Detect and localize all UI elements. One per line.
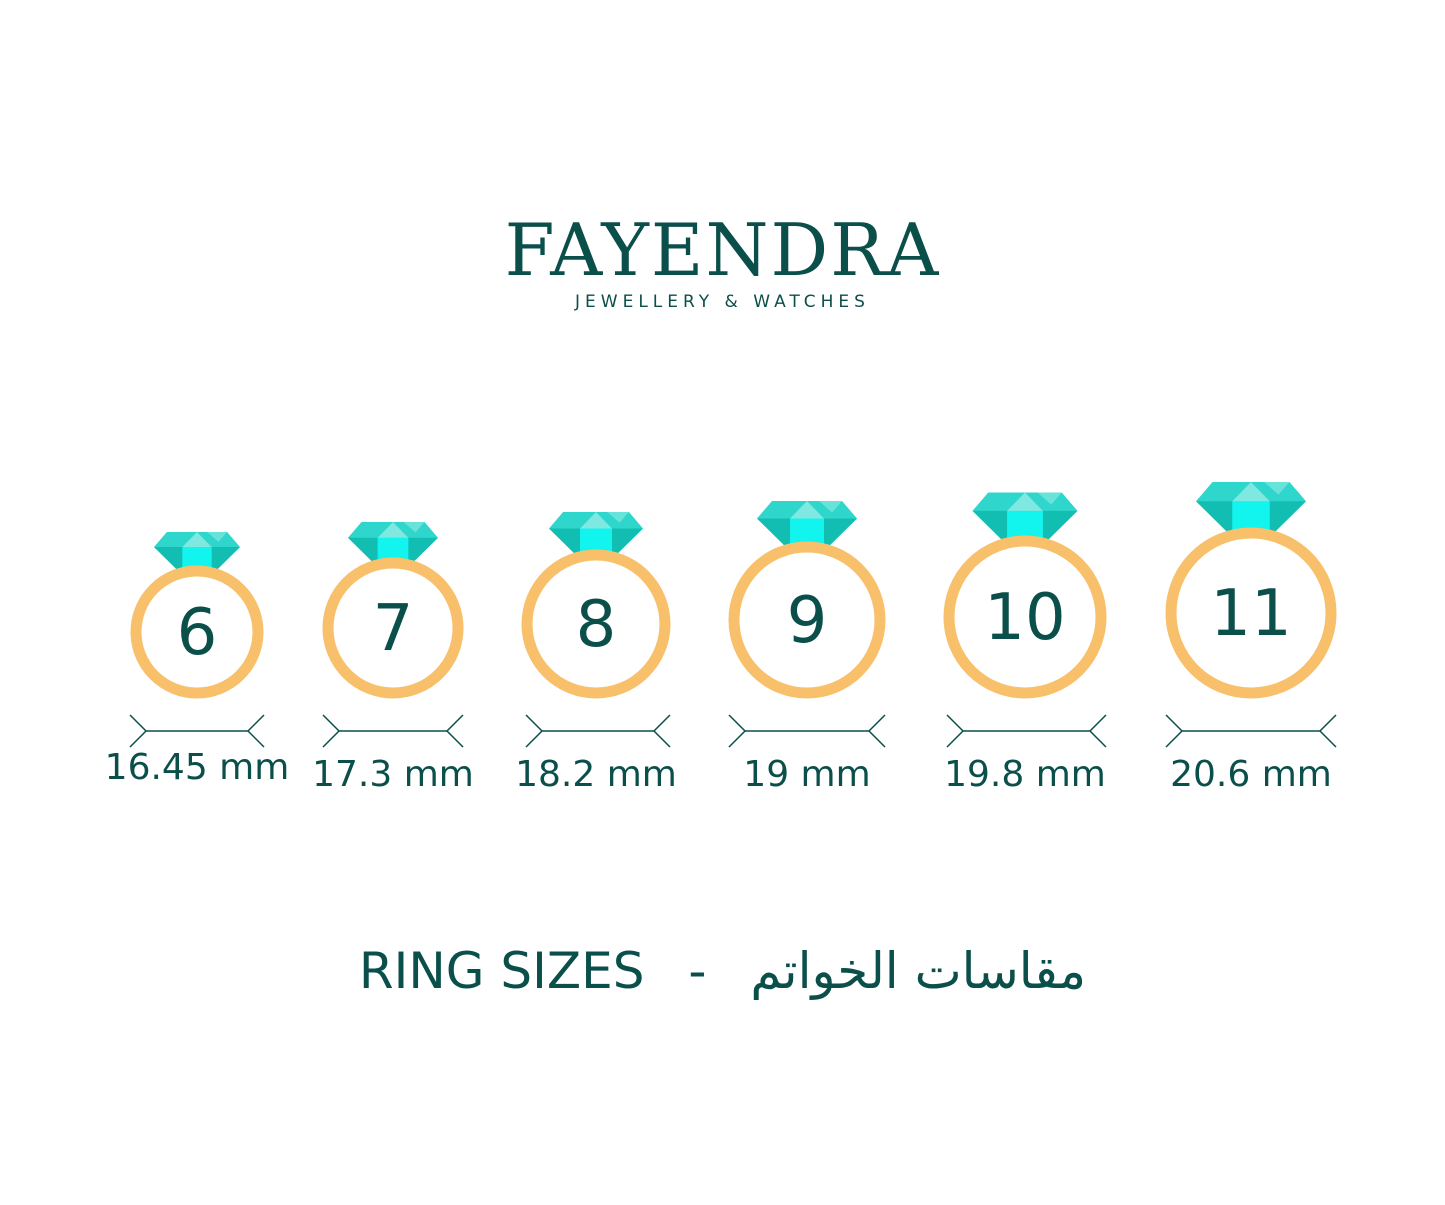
diameter-label: 16.45 mm xyxy=(104,747,290,788)
ring-band xyxy=(943,535,1107,699)
diameter-measure-line xyxy=(322,714,464,748)
gem-facet xyxy=(611,528,643,559)
gem-facet xyxy=(819,501,842,513)
diameter-label: 17.3 mm xyxy=(312,754,474,795)
gem-facet xyxy=(824,518,857,551)
measure-arrow-right xyxy=(867,714,886,748)
gem-facet xyxy=(580,512,612,529)
ring-band xyxy=(728,541,886,699)
gem-facet xyxy=(154,547,183,575)
title-separator: - xyxy=(688,942,707,1000)
gem-facet xyxy=(182,532,212,548)
ring-size-9: 9 xyxy=(728,501,886,748)
gem-facet xyxy=(1037,492,1062,505)
measure-arrow-left xyxy=(946,714,965,748)
gem-facet xyxy=(607,512,629,523)
diamond-icon xyxy=(154,532,240,575)
ring-size-number: 6 xyxy=(177,596,218,670)
title-arabic: مقاسات الخواتم xyxy=(750,942,1087,1000)
ring-size-number: 8 xyxy=(576,588,617,662)
diameter-measure-line xyxy=(946,714,1107,748)
gem-facet xyxy=(207,532,228,542)
gem-facet xyxy=(757,518,790,551)
diameter-measure-line xyxy=(728,714,886,748)
measure-arrow-right xyxy=(652,714,671,748)
chart-title: RING SIZES - مقاسات الخواتم xyxy=(0,942,1445,1000)
gem-facet xyxy=(1269,501,1306,537)
ring-size-7: 7 xyxy=(322,522,464,748)
title-english: RING SIZES xyxy=(358,942,645,1000)
diameter-measure-line xyxy=(525,714,671,748)
measure-arrow-left xyxy=(129,714,148,748)
gem-facet xyxy=(972,510,1008,545)
gem-facet xyxy=(211,547,240,575)
ring-size-number: 10 xyxy=(984,581,1065,655)
gem-facet xyxy=(1196,501,1233,537)
gem-facet xyxy=(1007,492,1043,511)
measure-arrow-left xyxy=(1165,714,1184,748)
diameter-measure-line xyxy=(129,714,265,748)
ring-size-10: 10 xyxy=(943,492,1107,748)
gem-facet xyxy=(1042,510,1078,545)
measure-arrow-right xyxy=(246,714,265,748)
ring-size-number: 9 xyxy=(787,584,828,658)
gem-facet xyxy=(403,522,425,533)
gem-facet xyxy=(549,528,581,559)
brand-tagline: JEWELLERY & WATCHES xyxy=(575,292,870,312)
diameter-measure-line xyxy=(1165,714,1337,748)
brand-logo-name: FAYENDRA xyxy=(504,208,941,292)
measure-arrow-right xyxy=(1318,714,1337,748)
diameter-label: 18.2 mm xyxy=(515,754,677,795)
measure-arrow-left xyxy=(322,714,341,748)
gem-facet xyxy=(348,537,378,567)
measure-arrow-right xyxy=(445,714,464,748)
gem-facet xyxy=(408,537,438,567)
diamond-icon xyxy=(972,492,1078,545)
ring-size-8: 8 xyxy=(521,512,671,748)
measure-arrow-right xyxy=(1088,714,1107,748)
ring-size-11: 11 xyxy=(1165,482,1337,748)
gem-facet xyxy=(377,522,409,538)
gem-facet xyxy=(790,501,824,519)
ring-band xyxy=(1165,527,1337,699)
diamond-icon xyxy=(348,522,438,567)
ring-band xyxy=(130,565,264,699)
diameter-label: 20.6 mm xyxy=(1170,754,1332,795)
ring-size-number: 11 xyxy=(1210,577,1291,651)
ring-size-number: 7 xyxy=(373,592,414,666)
diameter-label: 19 mm xyxy=(743,754,871,795)
ring-band xyxy=(521,549,671,699)
ring-size-6: 6 xyxy=(129,532,265,748)
measure-arrow-left xyxy=(728,714,747,748)
diameter-label: 19.8 mm xyxy=(944,754,1106,795)
gem-facet xyxy=(1232,482,1270,502)
measure-arrow-left xyxy=(525,714,544,748)
diamond-icon xyxy=(549,512,643,559)
ring-band xyxy=(322,557,464,699)
gem-facet xyxy=(1264,482,1290,495)
